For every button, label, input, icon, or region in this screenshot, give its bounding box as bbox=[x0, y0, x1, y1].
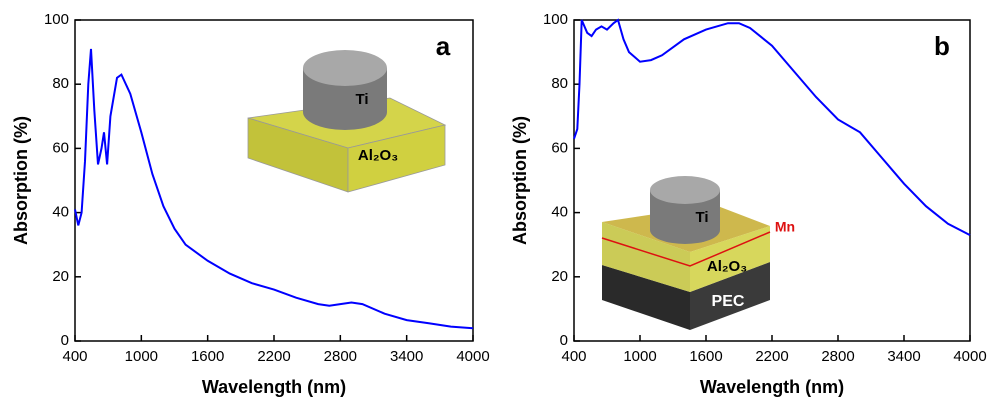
panel-label: a bbox=[436, 31, 451, 61]
y-tick-label: 0 bbox=[560, 332, 568, 349]
x-tick-label: 400 bbox=[561, 348, 586, 365]
x-tick-label: 2800 bbox=[324, 348, 357, 365]
x-tick-label: 1000 bbox=[125, 348, 158, 365]
x-tick-label: 1000 bbox=[623, 348, 656, 365]
inset-label: Ti bbox=[355, 91, 368, 108]
x-axis-label: Wavelength (nm) bbox=[202, 377, 346, 397]
y-tick-label: 80 bbox=[52, 75, 69, 92]
plot-frame bbox=[75, 20, 473, 341]
data-line bbox=[574, 20, 970, 235]
y-axis-label: Absorption (%) bbox=[11, 116, 31, 245]
x-tick-label: 1600 bbox=[689, 348, 722, 365]
y-tick-label: 100 bbox=[543, 11, 568, 28]
x-tick-label: 4000 bbox=[456, 348, 489, 365]
x-tick-label: 4000 bbox=[953, 348, 986, 365]
x-tick-label: 3400 bbox=[390, 348, 423, 365]
x-tick-label: 3400 bbox=[887, 348, 920, 365]
x-tick-label: 2800 bbox=[821, 348, 854, 365]
inset-label: Ti bbox=[695, 209, 708, 226]
x-axis-label: Wavelength (nm) bbox=[700, 377, 844, 397]
x-tick-label: 2200 bbox=[755, 348, 788, 365]
inset-label: Al₂O₃ bbox=[707, 258, 747, 275]
x-tick-label: 2200 bbox=[257, 348, 290, 365]
y-axis-label: Absorption (%) bbox=[510, 116, 530, 245]
inset-b bbox=[602, 176, 770, 330]
y-tick-label: 80 bbox=[551, 75, 568, 92]
y-tick-label: 20 bbox=[551, 268, 568, 285]
panel-label: b bbox=[934, 31, 950, 61]
y-tick-label: 40 bbox=[551, 204, 568, 221]
y-tick-label: 100 bbox=[44, 11, 69, 28]
inset-label: PEC bbox=[712, 293, 745, 310]
y-tick-label: 20 bbox=[52, 268, 69, 285]
y-tick-label: 0 bbox=[61, 332, 69, 349]
inset-a bbox=[248, 50, 445, 192]
inset-label: Mn bbox=[775, 219, 795, 235]
data-line bbox=[75, 49, 473, 328]
inset-label: Al₂O₃ bbox=[358, 147, 398, 164]
x-tick-label: 1600 bbox=[191, 348, 224, 365]
y-tick-label: 60 bbox=[551, 139, 568, 156]
x-tick-label: 400 bbox=[62, 348, 87, 365]
figure: 400100016002200280034004000020406080100W… bbox=[0, 0, 1003, 402]
y-tick-label: 40 bbox=[52, 204, 69, 221]
y-tick-label: 60 bbox=[52, 139, 69, 156]
